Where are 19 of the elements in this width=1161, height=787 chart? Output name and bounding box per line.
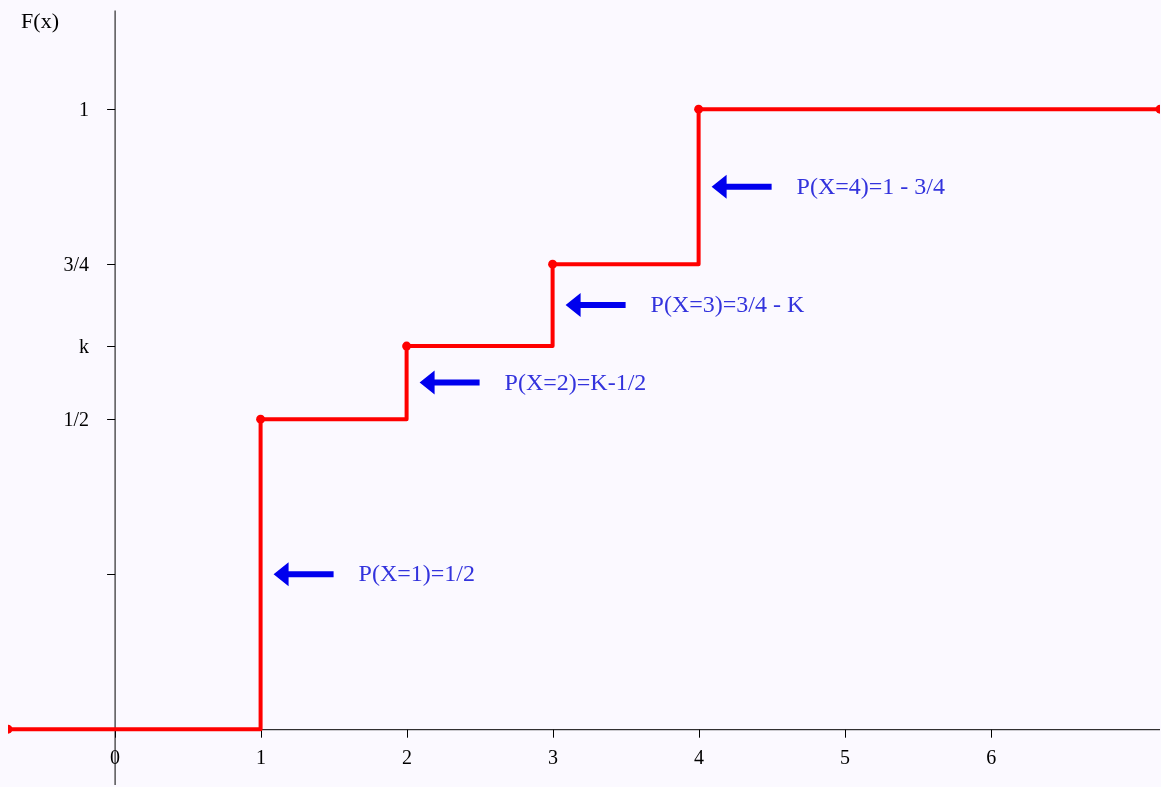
x-tick-label: 4 — [694, 745, 705, 768]
y-axis-title: F(x) — [21, 7, 59, 33]
annotation: P(X=1)=1/2 — [358, 560, 475, 587]
point — [256, 414, 266, 424]
y-tick-label: k — [79, 334, 90, 357]
annotation: P(X=4)=1 - 3/4 — [796, 172, 946, 199]
point — [694, 104, 704, 114]
y-tick-label: 1 — [79, 97, 90, 120]
y-tick-label: 1/2 — [63, 407, 90, 430]
point — [402, 341, 412, 351]
y-tick-label: 3/4 — [63, 252, 90, 275]
x-tick-label: 2 — [402, 745, 413, 768]
x-tick-label: 3 — [548, 745, 559, 768]
x-tick-label: 6 — [986, 745, 997, 768]
x-tick-label: 1 — [256, 745, 267, 768]
point — [548, 259, 558, 269]
annotation: P(X=2)=K-1/2 — [504, 368, 647, 395]
annotation: P(X=3)=3/4 - K — [650, 291, 805, 318]
x-tick-label: 5 — [840, 745, 851, 768]
